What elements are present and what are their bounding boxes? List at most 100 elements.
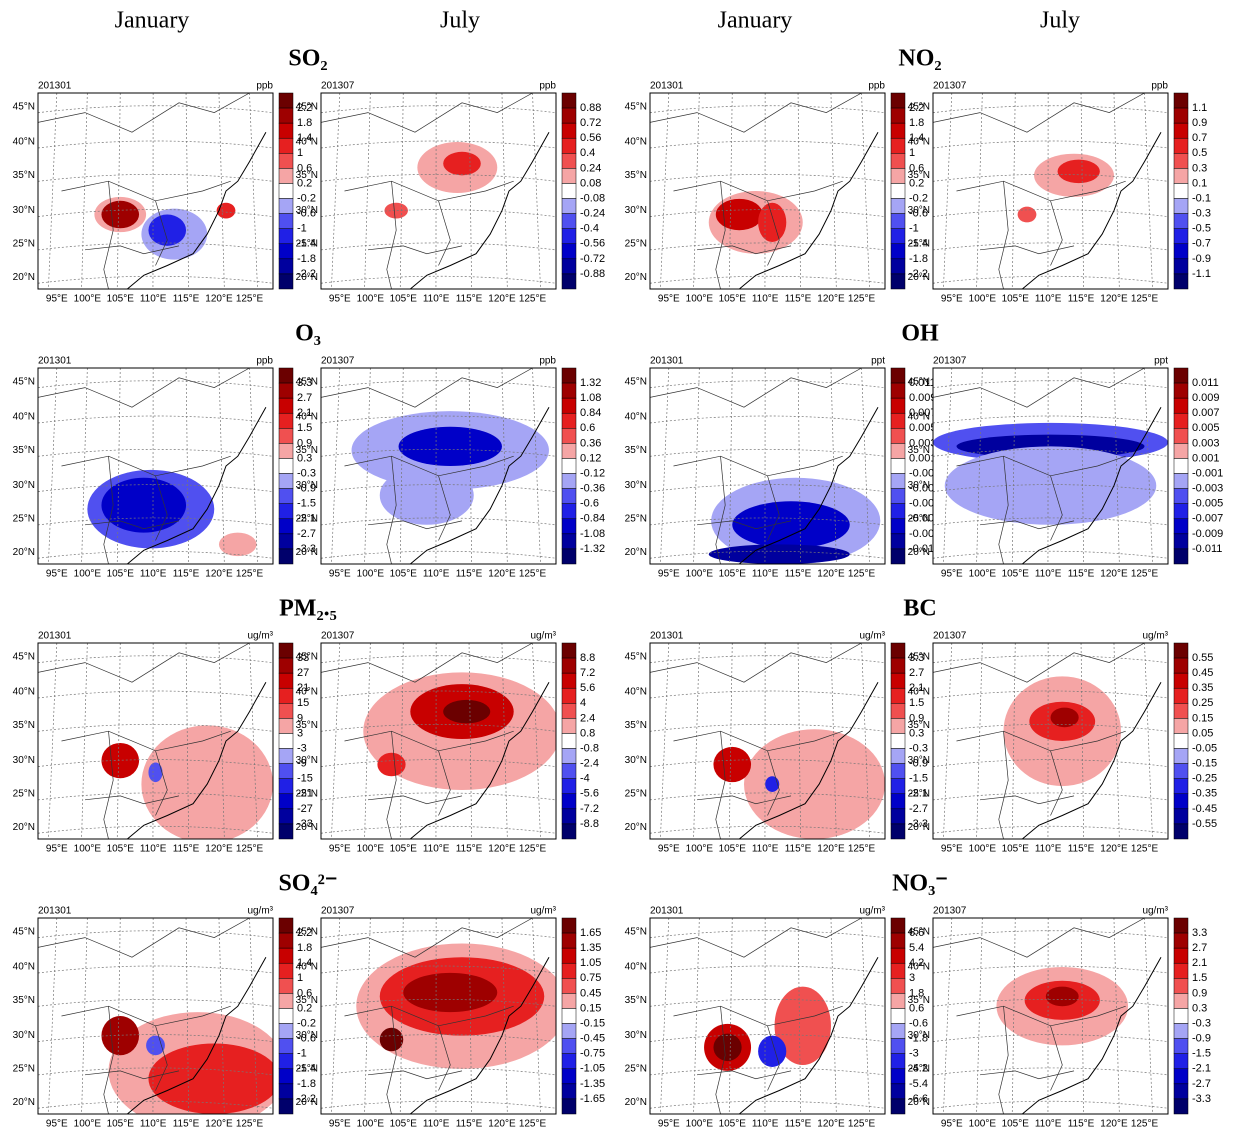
- lat-label: 20°N: [296, 272, 318, 283]
- colorbar-box: [278, 273, 294, 290]
- lat-label: 30°N: [13, 205, 35, 216]
- coastline: [409, 956, 550, 1114]
- colorbar-box: [1173, 397, 1189, 414]
- colorbar-box: [561, 1098, 577, 1115]
- parallel: [38, 275, 273, 284]
- meridian: [976, 643, 983, 839]
- colorbar-box: [890, 763, 906, 779]
- colorbar-label: -0.6: [297, 208, 316, 220]
- parallel: [650, 655, 885, 664]
- colorbar-label: 0.8: [580, 727, 595, 739]
- lon-label: 115°E: [173, 294, 200, 305]
- colorbar-label: 0.3: [909, 727, 924, 739]
- colorbar-box: [561, 533, 577, 550]
- colorbar-label: -0.45: [1192, 803, 1217, 815]
- parallel: [933, 517, 1168, 526]
- colorbar-label: -0.3: [297, 467, 316, 479]
- border: [367, 520, 463, 530]
- lon-label: 115°E: [456, 569, 483, 580]
- anomaly-area: [148, 762, 163, 783]
- parallel: [650, 209, 885, 217]
- colorbar-box: [278, 503, 294, 520]
- anomaly-area: [443, 699, 491, 724]
- colorbar-label: 0.4: [580, 147, 595, 159]
- map: [321, 368, 556, 564]
- parallel: [933, 209, 1168, 217]
- coastline: [1021, 406, 1162, 564]
- lon-label: 110°E: [140, 844, 167, 855]
- meridian: [861, 93, 870, 289]
- map-unit: ppb: [256, 81, 273, 92]
- colorbar-box: [890, 778, 906, 795]
- colorbar-label: 2.4: [580, 712, 595, 724]
- lon-label: 115°E: [785, 569, 812, 580]
- colorbar-label: 1.5: [1192, 972, 1207, 984]
- colorbar-box: [561, 488, 577, 504]
- colorbar-label: 0.84: [580, 407, 601, 419]
- colorbar-box: [561, 932, 577, 949]
- meridian: [1011, 918, 1016, 1114]
- map-frame: [649, 92, 886, 290]
- colorbar-label: -0.9: [909, 758, 928, 770]
- colorbar-label: 4.2: [909, 957, 924, 969]
- border: [438, 475, 451, 541]
- colorbar-label: 0.55: [1192, 652, 1213, 664]
- colorbar-box: [1173, 228, 1189, 245]
- colorbar-label: 0.6: [909, 162, 924, 174]
- colorbar-label: -3.3: [297, 543, 316, 555]
- colorbar-box: [1173, 718, 1189, 734]
- border: [103, 181, 114, 289]
- map: [38, 643, 273, 839]
- lat-label: 25°N: [625, 1064, 647, 1075]
- colorbar-box: [1173, 1068, 1189, 1085]
- border: [38, 643, 250, 683]
- map-unit: ug/m³: [859, 631, 885, 642]
- colorbar-box: [1173, 428, 1189, 444]
- map-date: 201307: [321, 81, 355, 92]
- colorbar-box: [561, 808, 577, 825]
- lon-label: 115°E: [785, 844, 812, 855]
- colorbar-label: 1.65: [580, 927, 601, 939]
- colorbar-label: -1.1: [1192, 268, 1211, 280]
- lon-label: 110°E: [423, 844, 450, 855]
- colorbar-box: [278, 1023, 294, 1039]
- border: [715, 1006, 726, 1114]
- meridian: [399, 643, 404, 839]
- lon-label: 115°E: [173, 1119, 200, 1130]
- colorbar-label: 21: [297, 682, 309, 694]
- meridian: [861, 368, 870, 564]
- meridian: [331, 93, 341, 289]
- parallel: [38, 517, 273, 526]
- colorbar-box: [890, 1098, 906, 1115]
- lat-label: 45°N: [908, 926, 930, 937]
- lat-label: 20°N: [296, 822, 318, 833]
- meridian: [249, 368, 258, 564]
- colorbar-label: 1: [909, 147, 915, 159]
- lat-label: 30°N: [908, 205, 930, 216]
- colorbar-box: [561, 428, 577, 444]
- lon-label: 120°E: [488, 844, 516, 855]
- anomaly-area: [384, 202, 408, 219]
- colorbar-label: 0.009: [909, 392, 937, 404]
- colorbar-label: -0.3: [1192, 208, 1211, 220]
- colorbar-box: [890, 1068, 906, 1085]
- border: [367, 795, 463, 805]
- border: [1050, 475, 1063, 541]
- colorbar-box: [278, 993, 294, 1009]
- lon-label: 105°E: [1002, 844, 1030, 855]
- lat-label: 30°N: [13, 755, 35, 766]
- colorbar-label: -0.9: [1192, 253, 1211, 265]
- border: [650, 643, 862, 683]
- meridian: [1144, 368, 1153, 564]
- colorbar-label: -0.9: [297, 483, 316, 495]
- meridian: [660, 368, 670, 564]
- colorbar-box: [561, 962, 577, 979]
- colorbar-box: [1173, 1023, 1189, 1039]
- map: [933, 643, 1168, 839]
- lat-label: 20°N: [625, 1097, 647, 1108]
- colorbar-box: [1173, 243, 1189, 260]
- colorbar-box: [890, 428, 906, 444]
- lat-label: 20°N: [908, 822, 930, 833]
- lat-label: 40°N: [908, 962, 930, 973]
- map-date: 201307: [933, 631, 967, 642]
